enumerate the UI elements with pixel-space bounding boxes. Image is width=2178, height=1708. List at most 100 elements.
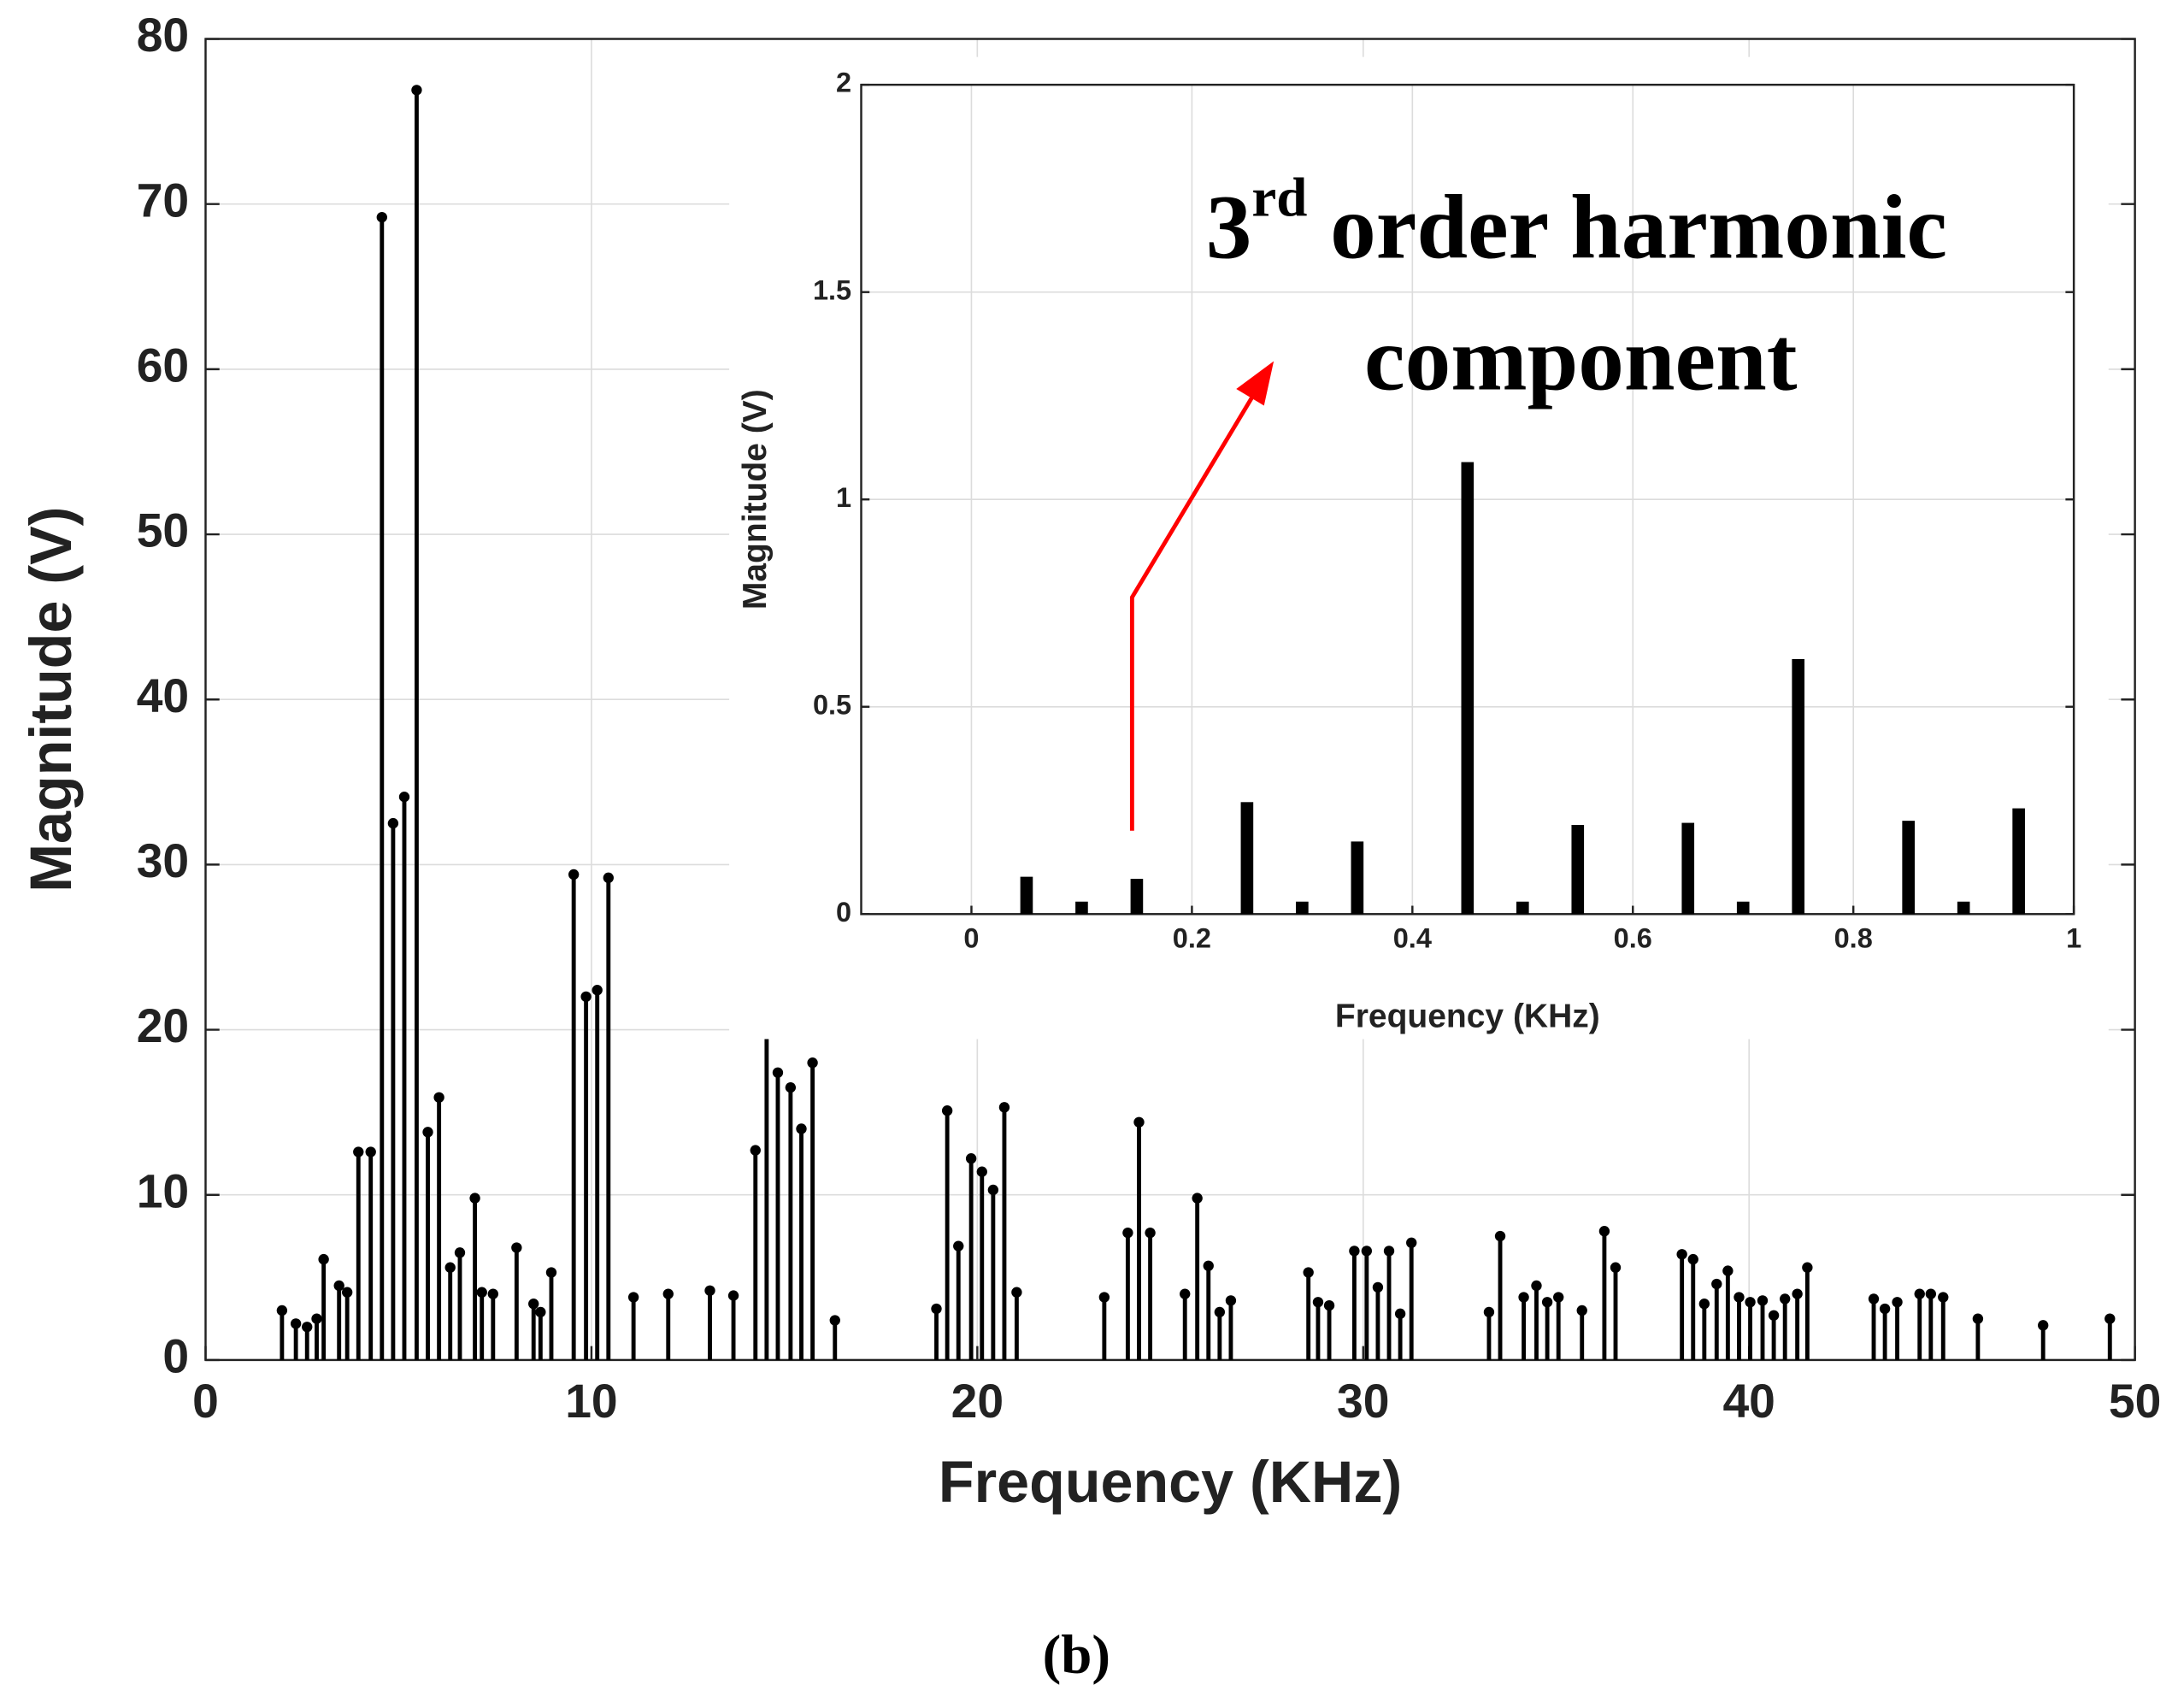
- bar: [1075, 901, 1088, 915]
- bar: [1516, 901, 1529, 915]
- stem-marker: [1576, 1305, 1587, 1316]
- stem-marker: [1610, 1262, 1622, 1273]
- annotation: 3rd order harmonic: [1206, 167, 1947, 278]
- stem-marker: [1541, 1297, 1553, 1308]
- stem-marker: [1323, 1299, 1335, 1311]
- x-tick-label: 0.2: [1173, 923, 1211, 954]
- x-tick-label: 40: [1722, 1375, 1775, 1428]
- x-tick-label: 20: [951, 1375, 1004, 1428]
- stem-marker: [1879, 1303, 1891, 1315]
- stem-marker: [545, 1267, 557, 1278]
- stem-marker: [603, 872, 614, 884]
- stem-marker: [772, 1067, 784, 1078]
- stem-marker: [1225, 1295, 1237, 1306]
- stem-marker: [931, 1303, 942, 1315]
- stem-marker: [1768, 1310, 1780, 1321]
- bar: [1957, 901, 1970, 915]
- stem-marker: [941, 1105, 953, 1116]
- x-tick-label: 0.8: [1834, 923, 1873, 954]
- y-tick-label: 50: [137, 504, 189, 557]
- stem-marker: [1868, 1293, 1880, 1305]
- y-tick-label: 60: [137, 339, 189, 392]
- stem-marker: [998, 1102, 1010, 1113]
- stem-marker: [311, 1313, 322, 1324]
- stem-marker: [476, 1287, 487, 1298]
- stem-marker: [1361, 1246, 1373, 1257]
- stem-marker: [1303, 1267, 1314, 1278]
- stem-marker: [1757, 1295, 1769, 1306]
- stem-marker: [422, 1127, 433, 1138]
- bar: [1130, 879, 1144, 915]
- stem-marker: [1722, 1265, 1734, 1276]
- y-axis-label: Magnitude (V): [737, 389, 774, 610]
- stem-marker: [376, 211, 387, 223]
- stem-marker: [302, 1322, 313, 1333]
- stem-marker: [1312, 1297, 1324, 1308]
- bar: [1020, 876, 1033, 915]
- x-axis-label: Frequency (KHz): [939, 1450, 1402, 1515]
- stem-marker: [1914, 1288, 1925, 1299]
- bar: [1351, 841, 1364, 915]
- stem-marker: [1098, 1292, 1110, 1303]
- stem-marker: [1553, 1292, 1564, 1303]
- stem-marker: [1938, 1292, 1949, 1303]
- stem-marker: [487, 1288, 498, 1299]
- stem-marker: [1406, 1237, 1417, 1248]
- stem-marker: [1531, 1280, 1542, 1292]
- y-tick-label: 10: [137, 1164, 189, 1217]
- y-axis-label: Magnitude (V): [19, 507, 84, 892]
- caption: (b): [1043, 1624, 1110, 1686]
- stem-marker: [807, 1057, 818, 1069]
- stem-marker: [1180, 1288, 1191, 1299]
- stem-marker: [528, 1299, 539, 1310]
- stem-marker: [1133, 1116, 1145, 1128]
- stem-marker: [1494, 1230, 1506, 1242]
- y-tick-label: 1: [836, 482, 851, 513]
- stem-marker: [1925, 1288, 1936, 1299]
- stem-marker: [1518, 1292, 1529, 1303]
- stem-marker: [333, 1280, 344, 1292]
- stem-marker: [276, 1305, 288, 1316]
- y-tick-label: 70: [137, 174, 189, 227]
- x-tick-label: 0.6: [1614, 923, 1652, 954]
- stem-marker: [704, 1285, 715, 1296]
- bar: [1792, 658, 1805, 915]
- stem-marker: [1892, 1297, 1903, 1308]
- stem-marker: [365, 1146, 376, 1157]
- stem-marker: [1214, 1306, 1226, 1318]
- y-tick-label: 80: [137, 9, 189, 62]
- annotation: component: [1364, 308, 1798, 409]
- stem-marker: [1383, 1246, 1395, 1257]
- stem-marker: [1745, 1297, 1756, 1308]
- stem-marker: [592, 985, 603, 996]
- annotation-arrowhead: [1236, 361, 1274, 406]
- stem-marker: [662, 1288, 674, 1299]
- inset-background: [729, 56, 2109, 1040]
- stem-marker: [1802, 1262, 1813, 1273]
- stem-marker: [1792, 1288, 1803, 1299]
- x-tick-label: 0.4: [1393, 923, 1432, 954]
- stem-marker: [829, 1315, 840, 1326]
- bar: [2012, 808, 2025, 915]
- stem-marker: [1372, 1281, 1384, 1293]
- y-tick-label: 2: [836, 68, 851, 98]
- stem-marker: [1145, 1227, 1156, 1239]
- stem-marker: [511, 1242, 522, 1253]
- bar: [1681, 822, 1695, 915]
- stem-marker: [1122, 1227, 1133, 1239]
- bar: [1240, 802, 1254, 915]
- stem-marker: [727, 1290, 739, 1301]
- stem-marker: [1734, 1292, 1745, 1303]
- stem-marker: [398, 792, 410, 803]
- y-tick-label: 0: [162, 1330, 189, 1383]
- stem-marker: [1676, 1249, 1687, 1260]
- stem-marker: [965, 1153, 977, 1164]
- stem-marker: [411, 85, 422, 96]
- x-tick-label: 1: [2066, 923, 2081, 954]
- stem-marker: [1394, 1308, 1406, 1319]
- annotation-text: order harmonic: [1307, 176, 1947, 278]
- annotation-number: 3: [1206, 176, 1252, 278]
- stem-marker: [568, 869, 580, 881]
- stem-marker: [1711, 1278, 1722, 1290]
